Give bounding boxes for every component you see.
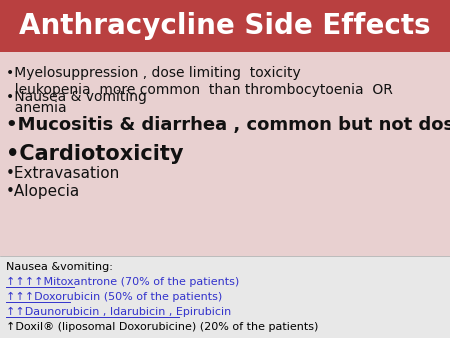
Text: ↑↑↑↑Mitoxantrone (70% of the patients): ↑↑↑↑Mitoxantrone (70% of the patients) bbox=[6, 277, 239, 287]
Text: Anthracycline Side Effects: Anthracycline Side Effects bbox=[19, 12, 431, 40]
Text: •Extravasation: •Extravasation bbox=[6, 166, 120, 181]
Bar bbox=[0, 52, 450, 256]
Bar bbox=[0, 0, 450, 52]
Text: •Nausea & vomiting: •Nausea & vomiting bbox=[6, 90, 147, 104]
Text: •Cardiotoxicity: •Cardiotoxicity bbox=[6, 144, 184, 164]
Text: Nausea &vomiting:: Nausea &vomiting: bbox=[6, 262, 113, 272]
Text: ↑Doxil® (liposomal Doxorubicine) (20% of the patients): ↑Doxil® (liposomal Doxorubicine) (20% of… bbox=[6, 322, 319, 332]
Text: ↑↑↑Doxorubicin (50% of the patients): ↑↑↑Doxorubicin (50% of the patients) bbox=[6, 292, 222, 302]
Text: •Myelosuppression , dose limiting  toxicity
  leukopenia  more common  than thro: •Myelosuppression , dose limiting toxici… bbox=[6, 66, 393, 115]
Text: •Mucositis & diarrhea , common but not dose limitng: •Mucositis & diarrhea , common but not d… bbox=[6, 116, 450, 134]
Text: ↑↑Daunorubicin , Idarubicin , Epirubicin: ↑↑Daunorubicin , Idarubicin , Epirubicin bbox=[6, 307, 231, 317]
Text: •Alopecia: •Alopecia bbox=[6, 184, 80, 199]
Bar bbox=[0, 256, 450, 338]
